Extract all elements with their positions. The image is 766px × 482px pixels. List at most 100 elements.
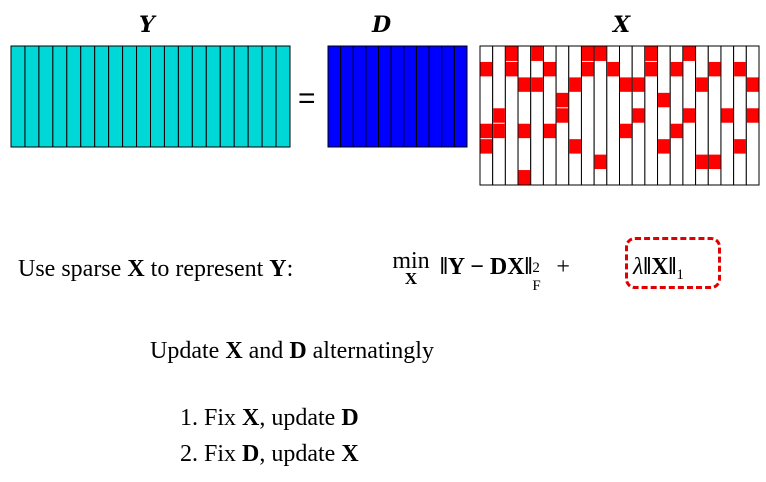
y-column (247, 45, 263, 148)
x-nonzero-entry (493, 123, 505, 139)
y-column (163, 45, 179, 148)
x-nonzero-entry (518, 170, 531, 185)
x-nonzero-entry (645, 61, 658, 77)
reconstruction-norm: ‖Y − DX‖ (440, 254, 533, 280)
x-nonzero-entry (581, 46, 594, 61)
x-nonzero-entry (696, 77, 708, 92)
d-column (352, 45, 367, 148)
intro-prefix: Update (150, 338, 220, 364)
d-column (378, 45, 392, 148)
step-1: 1. Fix X, update D (180, 405, 359, 432)
x-nonzero-entry (746, 108, 759, 123)
d-column (340, 45, 354, 148)
x-nonzero-entry (734, 61, 746, 77)
min-text: min (392, 248, 430, 274)
objective-colon: : (286, 256, 294, 282)
objective-middle: to represent (150, 256, 264, 282)
x-nonzero-entry (658, 139, 670, 154)
objective-prefix: Use sparse (18, 256, 122, 282)
x-nonzero-entry (569, 77, 581, 92)
matrix-diagram (10, 45, 760, 186)
matrix-d-label: D (372, 12, 392, 38)
x-nonzero-entry (543, 61, 556, 77)
step2-middle: , update (259, 441, 336, 467)
x-nonzero-entry (518, 77, 531, 92)
x-nonzero-entry (620, 77, 632, 92)
x-nonzero-entry (594, 154, 607, 170)
x-column (568, 45, 582, 186)
equals-sign: = (298, 82, 316, 115)
x-nonzero-entry (696, 154, 708, 170)
intro-and: and (248, 338, 284, 364)
y-column (94, 45, 110, 148)
x-nonzero-entry (683, 108, 696, 123)
x-nonzero-entry (556, 108, 569, 123)
min-subscript: X (404, 269, 418, 288)
d-column (403, 45, 417, 148)
y-column (66, 45, 82, 148)
matrix-x (479, 45, 760, 186)
x-column (657, 45, 671, 186)
matrix-y-label: Y (139, 12, 155, 38)
x-nonzero-entry (556, 92, 569, 108)
step1-middle: , update (259, 405, 336, 431)
x-nonzero-entry (518, 123, 531, 139)
x-nonzero-entry (670, 61, 683, 77)
y-column (80, 45, 96, 148)
y-column (205, 45, 221, 148)
norm-superscript: 2 (532, 260, 540, 276)
y-column (38, 45, 54, 148)
step-2: 2. Fix D, update X (180, 441, 359, 468)
x-column (619, 45, 633, 186)
y-column (177, 45, 193, 148)
y-column (10, 45, 26, 148)
y-column (52, 45, 68, 148)
x-nonzero-entry (708, 61, 721, 77)
step1-fixed-symbol: X (242, 405, 260, 431)
x-nonzero-entry (632, 77, 645, 92)
step1-number: 1. Fix (180, 405, 237, 431)
x-nonzero-entry (493, 108, 505, 123)
x-nonzero-entry (480, 139, 493, 154)
objective-x-symbol: X (127, 256, 145, 282)
y-column (136, 45, 152, 148)
x-nonzero-entry (658, 92, 670, 108)
y-column (24, 45, 40, 148)
loss-term: ‖Y − DX‖ 2 F + (440, 254, 570, 294)
intro-x-symbol: X (225, 338, 243, 364)
x-nonzero-entry (607, 61, 619, 77)
y-column (108, 45, 124, 148)
d-column (390, 45, 405, 148)
regularizer-highlight-box (625, 237, 721, 289)
x-nonzero-entry (734, 139, 746, 154)
x-nonzero-entry (480, 61, 493, 77)
x-nonzero-entry (505, 61, 518, 77)
step2-updated-symbol: X (341, 441, 359, 467)
regularizer-term: λ‖X‖1 (633, 254, 684, 283)
alternating-update-line: Update X and D alternatingly (150, 338, 434, 365)
regularizer-subscript: 1 (676, 267, 684, 283)
intro-d-symbol: D (289, 338, 307, 364)
y-column (150, 45, 165, 148)
y-column (233, 45, 249, 148)
matrix-d (327, 45, 468, 148)
d-column (415, 45, 430, 148)
objective-y-symbol: Y (269, 256, 287, 282)
x-nonzero-entry (581, 61, 594, 77)
x-column (530, 45, 544, 186)
d-column (327, 45, 342, 148)
x-nonzero-entry (683, 46, 696, 61)
x-nonzero-entry (543, 123, 556, 139)
y-column (191, 45, 207, 148)
min-operator: min X (386, 248, 436, 289)
objective-description: Use sparse X to represent Y: (18, 256, 293, 283)
regularizer-norm: ‖X‖ (643, 254, 677, 280)
x-nonzero-entry (708, 154, 721, 170)
d-column (453, 45, 468, 148)
step1-updated-symbol: D (341, 405, 359, 431)
x-nonzero-entry (670, 123, 683, 139)
x-nonzero-entry (721, 108, 734, 123)
y-column (122, 45, 138, 148)
d-column (365, 45, 380, 148)
matrix-y (10, 45, 291, 148)
